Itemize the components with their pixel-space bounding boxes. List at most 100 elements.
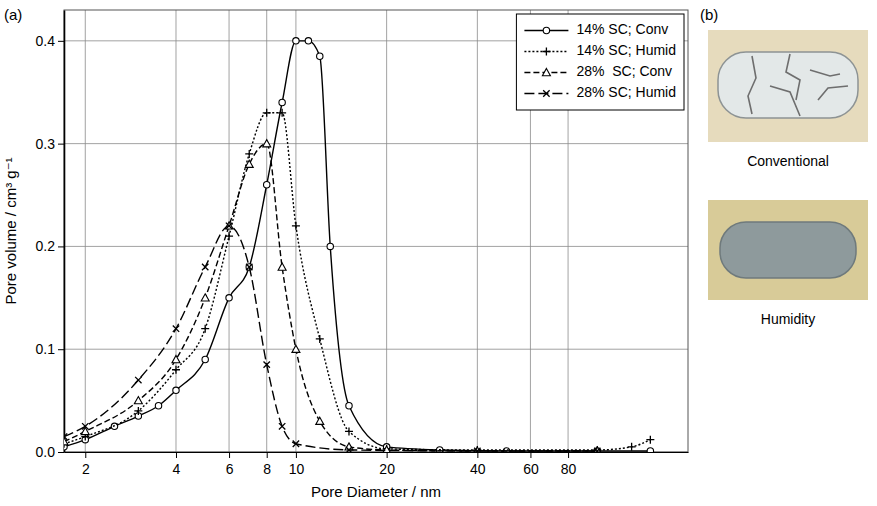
x-tick-label: 80 <box>561 461 577 477</box>
y-tick-mark <box>58 144 64 145</box>
series-marker <box>316 417 324 424</box>
x-tick: 4 <box>173 452 181 477</box>
x-tick-mark <box>267 452 268 458</box>
gel-humidity <box>720 222 856 278</box>
plot-frame <box>64 10 688 452</box>
series-line <box>64 226 597 451</box>
x-tick-label: 4 <box>173 461 181 477</box>
series-marker <box>173 325 179 331</box>
x-tick-mark <box>387 452 388 458</box>
series-marker <box>317 53 323 59</box>
series-marker <box>316 335 324 343</box>
series-marker <box>647 448 653 452</box>
y-tick-mark <box>58 452 64 453</box>
series-marker <box>201 294 209 301</box>
series-marker <box>245 150 253 158</box>
series-marker <box>346 447 352 452</box>
x-tick-label: 10 <box>289 461 305 477</box>
series-marker <box>134 397 142 404</box>
y-axis: 0.0 0.1 0.2 0.3 0.4 <box>36 11 65 460</box>
series-marker <box>279 423 285 429</box>
series-marker <box>264 182 270 188</box>
series-marker <box>293 441 299 447</box>
x-tick: 80 <box>561 452 577 477</box>
legend-label: 14% SC; Humid <box>576 42 676 58</box>
series-marker <box>226 295 232 301</box>
gel-conventional <box>718 52 858 118</box>
grid-line-x <box>386 10 387 452</box>
y-tick-mark <box>58 41 64 42</box>
series-marker <box>327 243 333 249</box>
x-tick-label: 8 <box>263 461 271 477</box>
series-marker <box>305 38 311 44</box>
grid-line-x <box>477 10 478 452</box>
legend-key-marker <box>543 90 549 96</box>
legend-box <box>516 14 684 110</box>
series-marker <box>279 99 285 105</box>
figure: 246810204060800.00.10.20.30.4Pore Diamet… <box>0 0 877 506</box>
series-marker <box>278 263 286 270</box>
series-marker <box>245 160 253 167</box>
x-tick-label: 6 <box>226 461 234 477</box>
series-marker <box>292 345 300 352</box>
series-marker <box>135 377 141 383</box>
series-marker <box>225 222 233 229</box>
y-tick: 0.0 <box>36 444 64 460</box>
y-tick-label: 0.3 <box>36 136 56 152</box>
legend-label: 28% SC; Humid <box>576 84 676 100</box>
gel-crack <box>748 56 756 114</box>
x-tick: 60 <box>523 452 539 477</box>
y-tick-label: 0.4 <box>36 33 56 49</box>
y-tick-label: 0.2 <box>36 238 56 254</box>
gel-crack <box>786 54 800 100</box>
x-tick: 20 <box>379 452 395 477</box>
series-marker <box>628 443 636 451</box>
x-tick: 8 <box>263 452 271 477</box>
series-marker <box>64 433 67 439</box>
x-tick-mark <box>85 452 86 458</box>
series-marker <box>278 109 286 117</box>
legend: 14% SC; Conv14% SC; Humid28% SC; Conv28%… <box>516 14 684 110</box>
legend-key-marker <box>542 48 550 56</box>
series-marker <box>346 403 352 409</box>
panel-label: (b) <box>700 6 718 23</box>
series-marker <box>172 366 180 374</box>
series-marker <box>82 423 88 429</box>
x-tick-mark <box>296 452 297 458</box>
legend-label: 28% SC; Conv <box>576 63 672 79</box>
y-tick-mark <box>58 246 64 247</box>
grid-line-x <box>85 10 86 452</box>
series-marker <box>345 427 353 435</box>
gel-crack <box>818 86 848 100</box>
series-marker <box>134 407 142 415</box>
x-tick: 40 <box>470 452 486 477</box>
grid-line-y <box>64 246 688 247</box>
series-marker <box>202 264 208 270</box>
series-marker <box>263 140 271 147</box>
x-tick-mark <box>530 452 531 458</box>
series-marker <box>226 223 232 229</box>
gel-crack <box>810 70 840 76</box>
x-tick: 10 <box>289 452 305 477</box>
gel-crack <box>770 86 800 116</box>
photo-background <box>708 200 868 300</box>
legend-key-marker <box>543 27 549 33</box>
series-marker <box>594 448 600 452</box>
grid-line-x <box>266 10 267 452</box>
y-tick: 0.2 <box>36 238 64 254</box>
panel-label: (a) <box>4 6 22 23</box>
series-marker <box>646 436 654 444</box>
y-tick-label: 0.1 <box>36 341 56 357</box>
x-tick: 6 <box>226 452 234 477</box>
grid-line-y <box>64 349 688 350</box>
series-marker <box>293 38 299 44</box>
x-axis-title: Pore Diameter / nm <box>311 483 441 500</box>
y-tick-mark <box>58 349 64 350</box>
x-tick-label: 20 <box>379 461 395 477</box>
x-tick-mark <box>477 452 478 458</box>
y-axis-title: Pore volume / cm³ g⁻¹ <box>2 157 19 304</box>
series-line <box>64 144 597 451</box>
grid-line-y <box>64 143 688 144</box>
y-tick: 0.4 <box>36 33 64 49</box>
photo-panel: (b)ConventionalHumidity <box>700 6 868 327</box>
